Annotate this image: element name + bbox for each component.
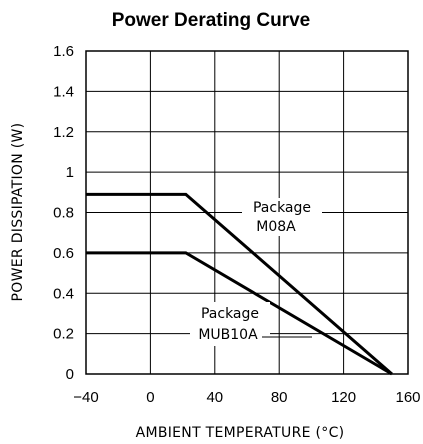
y-tick-label: 0.2 [53, 326, 74, 343]
annotation-mub10a-bg [190, 302, 270, 346]
y-tick-label: 0.4 [53, 285, 74, 302]
x-tick-label: 80 [271, 389, 288, 406]
annotation-mub10a-line1: Package [201, 306, 259, 322]
y-tick-label: 1.2 [53, 124, 74, 141]
x-tick-label: 0 [146, 389, 154, 406]
series-line-m08a [86, 192, 393, 376]
series-line-mub10a [86, 251, 393, 376]
y-tick-label: 1.6 [53, 43, 74, 60]
series-group [86, 192, 393, 376]
chart-title: Power Derating Curve [112, 10, 311, 31]
y-tick-label: 0.8 [53, 205, 74, 222]
y-tick-label: 0.6 [53, 245, 74, 262]
y-axis-label: POWER DISSIPATION (W) [10, 123, 26, 302]
x-tick-label: −40 [73, 389, 98, 406]
y-tick-label: 0 [66, 366, 74, 383]
plot-frame [85, 50, 409, 375]
x-tick-label: 120 [331, 389, 356, 406]
annotation-m08a-line1: Package [253, 200, 311, 216]
annotation-mub10a-line2: MUB10A [198, 327, 258, 343]
x-axis-label: AMBIENT TEMPERATURE (°C) [136, 425, 345, 441]
annotations: Package M08A Package MUB10A [190, 198, 322, 346]
annotation-m08a-line2: M08A [256, 219, 296, 235]
y-tick-label: 1.4 [53, 83, 74, 100]
annotation-m08a-bg [242, 198, 322, 236]
ticks: −40 0 40 80 120 160 0 0.2 0.4 0.6 0.8 1 1.2 1.4 1.6 [53, 43, 420, 406]
x-tick-label: 40 [206, 389, 223, 406]
x-tick-label: 160 [395, 389, 420, 406]
y-tick-label: 1 [66, 164, 74, 181]
